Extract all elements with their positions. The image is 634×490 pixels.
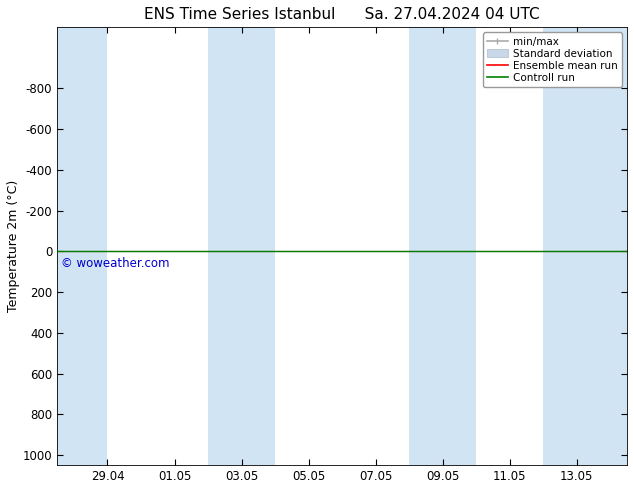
Bar bbox=[208, 27, 275, 465]
Title: ENS Time Series Istanbul      Sa. 27.04.2024 04 UTC: ENS Time Series Istanbul Sa. 27.04.2024 … bbox=[145, 7, 540, 22]
Y-axis label: Temperature 2m (°C): Temperature 2m (°C) bbox=[7, 180, 20, 312]
Bar bbox=[543, 27, 627, 465]
Legend: min/max, Standard deviation, Ensemble mean run, Controll run: min/max, Standard deviation, Ensemble me… bbox=[482, 32, 622, 87]
Bar bbox=[409, 27, 476, 465]
Bar bbox=[57, 27, 108, 465]
Text: © woweather.com: © woweather.com bbox=[61, 257, 169, 270]
